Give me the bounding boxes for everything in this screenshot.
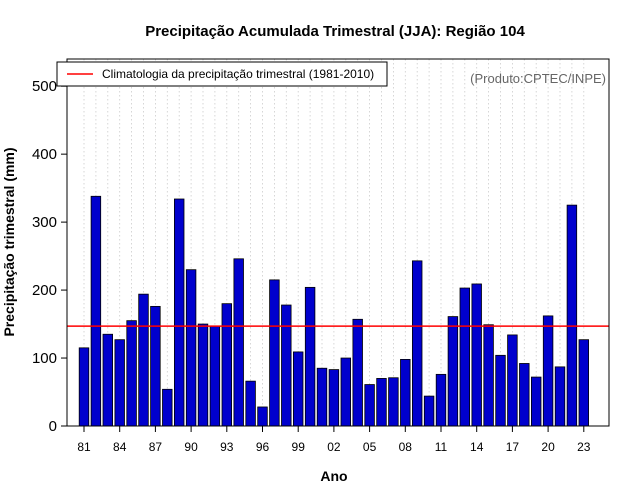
bar-04 (352, 318, 363, 427)
bar-86 (138, 293, 149, 427)
bar-03 (340, 357, 352, 427)
grid-lines (83, 59, 585, 426)
bar-15 (483, 324, 494, 427)
bar-01 (316, 367, 328, 427)
bar-17 (507, 334, 518, 427)
bar-09 (411, 260, 423, 427)
y-tick-label-100: 100 (32, 350, 57, 367)
bar-10 (423, 395, 435, 427)
bar-85 (126, 320, 137, 427)
bar-18 (519, 363, 530, 427)
bar-93 (221, 303, 233, 427)
bar-96 (257, 406, 268, 427)
y-axis: 0 100 200 300 400 500 (32, 78, 67, 435)
x-tick-label-05: 05 (363, 440, 377, 454)
y-tick-label-500: 500 (32, 78, 57, 95)
legend-label: Climatologia da precipitação trimestral … (102, 67, 374, 81)
x-axis-label: Ano (320, 468, 347, 484)
plot-frame (66, 58, 610, 427)
bar-81 (78, 347, 90, 427)
x-tick-label-17: 17 (506, 440, 520, 454)
bar-series (78, 195, 590, 427)
bar-83 (102, 333, 114, 427)
legend: Climatologia da precipitação trimestral … (56, 61, 388, 87)
x-tick-label-11: 11 (435, 440, 448, 454)
x-axis: 81 84 87 90 93 96 99 02 05 08 11 14 17 20 23 (77, 426, 591, 454)
bar-13 (459, 287, 471, 427)
x-tick-label-99: 99 (292, 440, 306, 454)
bar-21 (554, 366, 566, 427)
bar-94 (233, 258, 244, 427)
x-tick-label-02: 02 (327, 440, 341, 454)
y-tick-label-300: 300 (32, 214, 57, 231)
bar-89 (173, 198, 185, 427)
credit-text: (Produto:CPTEC/INPE) (470, 71, 606, 86)
bar-90 (185, 269, 197, 427)
bar-07 (388, 377, 399, 427)
bar-06 (376, 378, 387, 427)
bar-08 (400, 358, 411, 427)
x-tick-label-96: 96 (256, 440, 270, 454)
bar-95 (245, 380, 256, 427)
x-tick-label-93: 93 (220, 440, 234, 454)
bar-00 (304, 286, 316, 427)
x-tick-label-23: 23 (577, 440, 591, 454)
x-tick-label-08: 08 (399, 440, 413, 454)
bar-88 (162, 388, 173, 427)
bar-02 (328, 369, 340, 427)
y-tick-label-400: 400 (32, 146, 57, 163)
y-tick-label-0: 0 (49, 418, 57, 435)
bar-19 (531, 376, 542, 427)
legend-box (56, 61, 388, 87)
y-axis-label: Precipitação trimestral (mm) (1, 147, 17, 336)
bar-84 (114, 339, 125, 427)
x-tick-label-14: 14 (470, 440, 484, 454)
bar-14 (471, 283, 482, 427)
x-tick-label-81: 81 (77, 440, 91, 454)
bar-11 (435, 373, 447, 427)
bar-91 (197, 323, 209, 427)
bar-87 (150, 305, 161, 427)
bar-20 (542, 315, 554, 427)
x-tick-label-87: 87 (149, 440, 163, 454)
bar-92 (209, 325, 221, 427)
chart-title: Precipitação Acumulada Trimestral (JJA):… (145, 23, 525, 40)
x-tick-label-20: 20 (541, 440, 555, 454)
bar-16 (495, 354, 506, 427)
bar-97 (269, 279, 280, 427)
x-tick-label-90: 90 (184, 440, 198, 454)
bar-23 (578, 339, 590, 427)
bar-05 (364, 384, 375, 427)
y-tick-label-200: 200 (32, 282, 57, 299)
bar-82 (90, 195, 102, 427)
bar-12 (447, 316, 459, 427)
bar-22 (566, 204, 578, 427)
bar-98 (281, 304, 292, 427)
bar-99 (292, 351, 304, 427)
x-tick-label-84: 84 (113, 440, 127, 454)
